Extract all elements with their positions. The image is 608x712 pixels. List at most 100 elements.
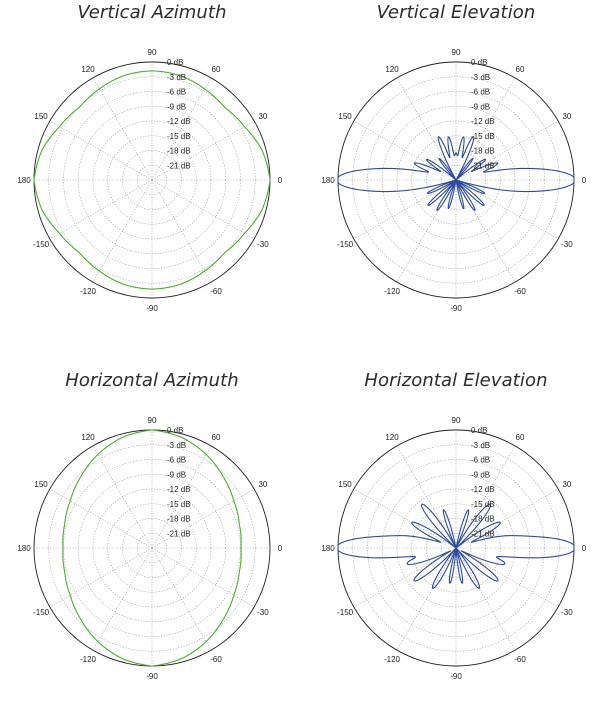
grid-spoke bbox=[353, 488, 457, 549]
radial-db-label: -18 dB bbox=[167, 147, 191, 156]
panel-vertical-azimuth: Vertical Azimuth 0 30 60 90 120 150 180 -150 -12… bbox=[0, 0, 304, 344]
angle-tick-label: -150 bbox=[33, 608, 50, 617]
angle-tick-label: 60 bbox=[212, 433, 221, 442]
radial-db-label: -18 dB bbox=[471, 515, 495, 524]
angle-tick-label: 0 bbox=[582, 544, 587, 553]
panel-horizontal-elevation: Horizontal Elevation 0 30 60 90 120 150 180 -15… bbox=[304, 368, 608, 712]
radial-db-label: -6 dB bbox=[471, 456, 490, 465]
grid-ring bbox=[107, 503, 197, 593]
radial-db-label: -21 dB bbox=[167, 161, 191, 170]
polar-plot-horizontal-azimuth: 0 30 60 90 120 150 180 -150 -120 -90 -60 -30 0 dB -3 … bbox=[17, 416, 283, 681]
grid-spoke bbox=[151, 179, 212, 283]
grid-ring bbox=[63, 91, 241, 269]
grid-spoke bbox=[49, 120, 153, 181]
angle-tick-label: 180 bbox=[17, 544, 31, 553]
angle-tick-label: 30 bbox=[562, 480, 571, 489]
grid-spoke bbox=[49, 488, 153, 549]
radial-db-label: -12 dB bbox=[471, 485, 495, 494]
grid-ring bbox=[122, 150, 182, 210]
grid-spoke bbox=[455, 547, 516, 651]
polar-grid bbox=[33, 61, 271, 299]
angle-tick-label: 90 bbox=[452, 48, 461, 57]
grid-spoke bbox=[92, 77, 153, 181]
grid-spoke bbox=[353, 179, 457, 240]
radial-db-label: -12 dB bbox=[471, 117, 495, 126]
angle-tick-label: 30 bbox=[258, 480, 267, 489]
grid-ring bbox=[48, 76, 256, 284]
radial-db-label: -6 dB bbox=[167, 88, 186, 97]
angle-tick-label: 0 bbox=[278, 176, 283, 185]
angle-tick-label: 0 bbox=[278, 544, 283, 553]
angle-tick-label: -60 bbox=[514, 287, 526, 296]
chart-title: Vertical Elevation bbox=[376, 2, 536, 23]
angle-tick-label: -30 bbox=[561, 240, 573, 249]
angle-tick-label: -60 bbox=[514, 655, 526, 664]
angle-tick-label: 120 bbox=[81, 433, 95, 442]
chart-title: Horizontal Elevation bbox=[364, 370, 548, 391]
angle-tick-label: -30 bbox=[257, 608, 269, 617]
polar-plot-vertical-azimuth: 0 30 60 90 120 150 180 -150 -120 -90 -60 -30 0 dB -3 … bbox=[17, 48, 283, 313]
angle-tick-label: 150 bbox=[34, 480, 48, 489]
grid-ring bbox=[352, 444, 560, 652]
chart-title: Vertical Azimuth bbox=[77, 2, 227, 23]
angle-tick-label: -60 bbox=[210, 287, 222, 296]
grid-ring bbox=[426, 150, 486, 210]
grid-ring bbox=[367, 91, 545, 269]
radial-db-label: -15 dB bbox=[167, 500, 191, 509]
radial-db-label: -3 dB bbox=[167, 73, 186, 82]
angle-tick-label: 150 bbox=[338, 112, 352, 121]
polar-plot-horizontal-elevation: 0 30 60 90 120 150 180 -150 -120 -90 -60 -30 0 dB -3 … bbox=[321, 416, 587, 681]
radial-db-label: -15 dB bbox=[471, 132, 495, 141]
angle-tick-label: 60 bbox=[516, 433, 525, 442]
angle-tick-label: 150 bbox=[338, 480, 352, 489]
angle-tick-label: 30 bbox=[562, 112, 571, 121]
radial-db-label: -15 dB bbox=[471, 500, 495, 509]
grid-spoke bbox=[92, 445, 153, 549]
grid-spoke bbox=[455, 179, 559, 240]
angle-tick-label: 120 bbox=[81, 65, 95, 74]
grid-spoke bbox=[151, 488, 255, 549]
angle-tick-label: -90 bbox=[146, 672, 158, 681]
angle-tick-label: -60 bbox=[210, 655, 222, 664]
radial-db-label: 0 dB bbox=[167, 426, 183, 435]
angle-tick-label: -120 bbox=[80, 655, 97, 664]
radial-db-label: -21 dB bbox=[471, 161, 495, 170]
angle-tick-label: 90 bbox=[148, 48, 157, 57]
radial-db-label: 0 dB bbox=[167, 58, 183, 67]
grid-ring bbox=[367, 459, 545, 637]
pattern-series-line bbox=[33, 70, 271, 290]
grid-ring bbox=[48, 444, 256, 652]
angle-tick-label: 120 bbox=[385, 65, 399, 74]
radial-db-label: -6 dB bbox=[167, 456, 186, 465]
grid-spoke bbox=[151, 547, 212, 651]
radial-db-label: -12 dB bbox=[167, 485, 191, 494]
grid-spoke bbox=[455, 77, 516, 181]
grid-spoke bbox=[455, 179, 516, 283]
radial-db-label: -9 dB bbox=[471, 470, 490, 479]
grid-spoke bbox=[151, 547, 255, 608]
angle-tick-label: 60 bbox=[212, 65, 221, 74]
angle-tick-label: 60 bbox=[516, 65, 525, 74]
angle-tick-label: -90 bbox=[450, 672, 462, 681]
grid-spoke bbox=[92, 179, 153, 283]
grid-ring bbox=[411, 503, 501, 593]
polar-plot-vertical-elevation: 0 30 60 90 120 150 180 -150 -120 -90 -60 -30 0 dB -3 … bbox=[321, 48, 586, 313]
radial-db-label: -3 dB bbox=[471, 73, 490, 82]
angle-tick-label: -30 bbox=[561, 608, 573, 617]
radial-db-label: -6 dB bbox=[471, 88, 490, 97]
angle-tick-label: 180 bbox=[321, 544, 335, 553]
grid-spoke bbox=[396, 179, 457, 283]
radial-db-label: -12 dB bbox=[167, 117, 191, 126]
radial-db-label: -3 dB bbox=[167, 441, 186, 450]
radial-db-label: -21 dB bbox=[471, 529, 495, 538]
angle-tick-label: -150 bbox=[337, 240, 354, 249]
angle-tick-label: 120 bbox=[385, 433, 399, 442]
radial-db-label: -15 dB bbox=[167, 132, 191, 141]
radial-db-label: -21 dB bbox=[167, 529, 191, 538]
grid-spoke bbox=[151, 120, 255, 181]
grid-ring bbox=[426, 518, 486, 578]
grid-spoke bbox=[396, 77, 457, 181]
grid-spoke bbox=[151, 77, 212, 181]
radial-db-label: -18 dB bbox=[471, 147, 495, 156]
grid-spoke bbox=[92, 547, 153, 651]
